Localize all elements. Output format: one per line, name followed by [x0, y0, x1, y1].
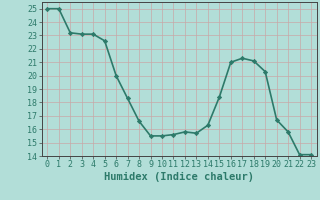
X-axis label: Humidex (Indice chaleur): Humidex (Indice chaleur) — [104, 172, 254, 182]
